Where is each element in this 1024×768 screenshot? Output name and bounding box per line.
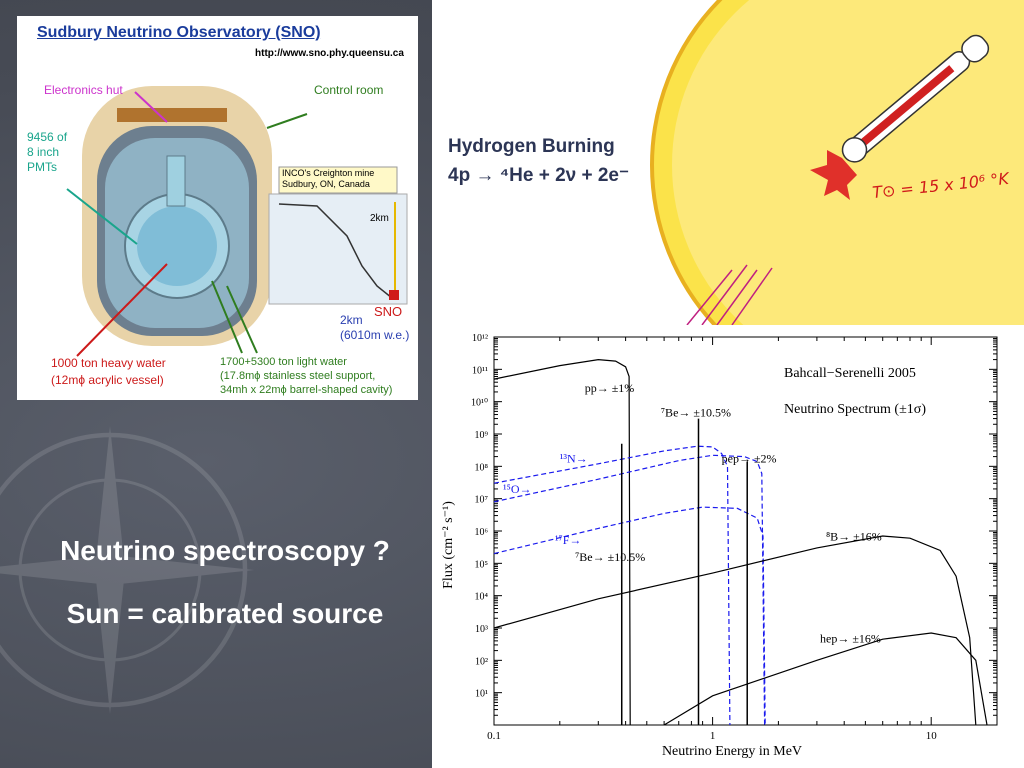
y-tick-label: 10³ [475, 624, 488, 635]
sno-light-water-1: 1700+5300 ton light water [220, 356, 347, 368]
sno-label: SNO [374, 304, 403, 319]
spectrum-svg: 0.1 1 10 10¹10²10³10⁴10⁵10⁶10⁷10⁸10⁹10¹⁰10… [441, 333, 998, 759]
line-sources [620, 418, 748, 725]
series-label-hep: hep→ ±16% [820, 632, 881, 646]
sno-depth-label: 2km [370, 213, 389, 224]
sun-title: Hydrogen Burning [448, 136, 615, 157]
y-ticks: 10¹ 10² 10³ 10⁴ 10⁵ 10⁶ 10⁷ 10⁸ 10⁹ 10¹⁰ 10¹¹ 10¹² [471, 333, 997, 726]
series-label-13N: ¹³N→ [560, 452, 588, 466]
line-label-0: ⁷Be→ ±10.5% [575, 550, 645, 564]
spectrum-curves [493, 358, 988, 726]
y-tick-label: 10² [475, 656, 488, 667]
y-tick-label: 10¹⁰ [471, 398, 488, 409]
sno-mine-2: Sudbury, ON, Canada [282, 179, 370, 189]
neutrino-spectrum-chart: 0.1 1 10 10¹ 10² 10³ 10⁴ 10⁵ 10⁶ 10⁷ 10⁸ 10⁹ 10¹⁰ 10… [432, 325, 1024, 768]
x-tick-label: 10 [926, 730, 938, 742]
spectrum-curve-13N [493, 445, 731, 726]
x-axis-label: Neutrino Energy in MeV [662, 744, 802, 759]
sno-electronics-hut: Electronics hut [44, 83, 123, 97]
spectrum-curve-hep [663, 632, 988, 726]
plot-frame [493, 336, 998, 726]
series-label-17F: ¹⁷F→ [555, 533, 581, 547]
sno-control-room: Control room [314, 83, 384, 97]
y-tick-label: 10⁴ [475, 592, 489, 603]
sno-pmts-2: 8 inch [27, 145, 60, 159]
y-tick-label: 10¹ [475, 689, 488, 700]
sno-detector-drawing [66, 86, 408, 357]
sno-heavy-water-1: 1000 ton heavy water [51, 356, 166, 370]
y-tick-label: 10⁹ [475, 430, 489, 441]
sno-pmts-3: PMTs [27, 160, 57, 174]
series-label-pp: pp→ ±1% [585, 381, 635, 395]
sno-light-water-2: (17.8mϕ stainless steel support, [220, 370, 376, 382]
sno-depth-1: 2km [340, 313, 363, 327]
spectrum-curve-8B [493, 535, 977, 726]
compass-rose-watermark [0, 426, 254, 714]
x-tick-label: 0.1 [487, 730, 501, 742]
sno-pmts-1: 9456 of [27, 130, 68, 144]
y-tick-label: 10¹² [472, 333, 488, 344]
y-tick-label: 10⁷ [475, 495, 489, 506]
spectrum-curve-pp [493, 358, 631, 726]
sno-light-water-3: 34mh x 22mϕ barrel-shaped cavity) [220, 384, 393, 396]
x-tick-label: 1 [710, 730, 716, 742]
series-labels: pp→ ±1% ¹³N→ ¹⁵O→ ¹⁷F→ ⁸B→ ±16% hep→ ±16% ⁷Be→… [503, 381, 882, 646]
y-tick-label: 10⁵ [475, 559, 489, 570]
y-tick-label: 10¹¹ [472, 365, 488, 376]
sno-title: Sudbury Neutrino Observatory (SNO) [37, 24, 321, 41]
sun-drawing [650, 0, 1024, 325]
sno-mine-1: INCO's Creighton mine [282, 168, 375, 178]
line-label-1: ⁷Be→ ±10.5% [661, 405, 731, 419]
sno-url: http://www.sno.phy.queensu.ca [255, 48, 404, 59]
series-label-8B: ⁸B→ ±16% [826, 530, 882, 544]
chart-subtitle: Neutrino Spectrum (±1σ) [784, 402, 926, 417]
line-label-2: pep→ ±2% [722, 452, 777, 466]
slide-question: Neutrino spectroscopy ? [60, 535, 390, 566]
series-label-15O: ¹⁵O→ [503, 482, 531, 496]
sno-figure: Sudbury Neutrino Observatory (SNO) http:… [17, 16, 418, 400]
slide-statement: Sun = calibrated source [66, 598, 384, 629]
sno-heavy-water-2: (12mϕ acrylic vessel) [51, 373, 164, 387]
x-ticks: 0.1 1 10 [487, 337, 998, 742]
chart-title: Bahcall−Serenelli 2005 [784, 366, 916, 381]
sun-reaction: 4p → ⁴He + 2ν + 2e⁻ [448, 165, 630, 186]
sno-depth-2: (6010m w.e.) [340, 328, 410, 342]
sun-figure: Hydrogen Burning 4p → ⁴He + 2ν + 2e⁻ T⊙ … [432, 0, 1024, 325]
y-tick-label: 10⁸ [475, 462, 489, 473]
y-axis-label: Flux (cm⁻² s⁻¹) [441, 501, 456, 589]
y-tick-label: 10⁶ [475, 527, 489, 538]
spectrum-curve-15O [493, 454, 766, 726]
